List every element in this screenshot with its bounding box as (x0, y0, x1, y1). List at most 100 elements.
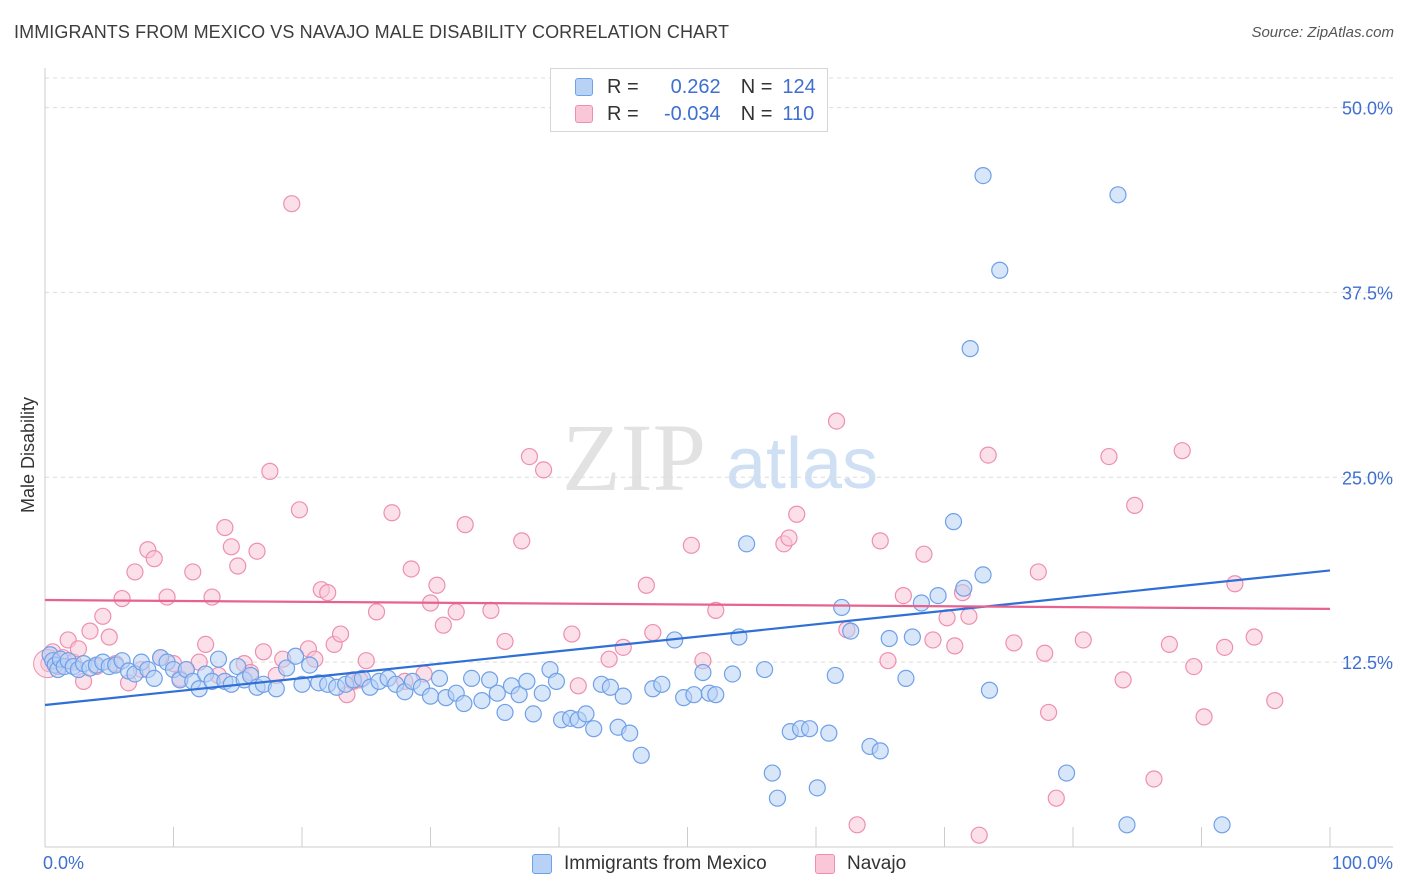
legend-r-value: -0.034 (663, 102, 721, 125)
mexico-point (694, 663, 712, 682)
mexico-point (974, 167, 992, 185)
navajo-point (229, 557, 247, 575)
navajo-point (924, 631, 942, 649)
bottom-legend-mexico: Immigrants from Mexico (532, 852, 767, 876)
mexico-point (842, 622, 860, 640)
legend-r-value: 0.262 (670, 75, 721, 98)
navajo-point (319, 584, 337, 602)
legend-row-mexico: R = 0.262 N = 124 (575, 75, 816, 99)
navajo-point (970, 826, 988, 844)
navajo-point (248, 542, 266, 560)
axes (44, 68, 1393, 848)
mexico-point (621, 724, 639, 742)
navajo-point (1039, 703, 1058, 722)
mexico-point (820, 724, 838, 742)
navajo-point (1100, 447, 1118, 466)
mexico-point (632, 746, 650, 764)
mexico-point (524, 705, 542, 723)
tick-labels: 12.5% 25.0% 37.5% 50.0% 0.0% 100.0% (43, 99, 1393, 873)
mexico-point (653, 675, 671, 693)
legend-n-label: N = (740, 102, 773, 125)
mexico-point (518, 672, 536, 690)
navajo-point (447, 603, 465, 621)
mexico-point (871, 742, 889, 760)
mexico-point (833, 598, 851, 617)
navajo-point (682, 536, 700, 554)
navajo-point (644, 623, 662, 642)
mexico-point (1057, 764, 1076, 782)
watermark-zip: ZIP (562, 404, 706, 511)
mexico-point (755, 660, 774, 679)
navajo-point (126, 563, 144, 581)
navajo-point (402, 560, 420, 578)
navajo-point (1185, 657, 1203, 676)
trend-lines (44, 569, 1331, 707)
x-tick-label: 0.0% (43, 853, 84, 873)
mexico-point (496, 703, 514, 722)
mexico-point (510, 686, 528, 704)
mexico-point (293, 675, 311, 693)
mexico-point (1213, 816, 1231, 834)
mexico-point (808, 779, 826, 797)
mexico-point (585, 720, 603, 738)
legend-r-label: R = (607, 75, 639, 98)
mexico-point (880, 629, 898, 648)
navajo-point (1047, 789, 1065, 807)
mexico-point (763, 764, 781, 782)
navajo-point (357, 652, 375, 670)
navajo-point (1005, 634, 1023, 652)
mexico-point (286, 647, 305, 665)
navajo-point (197, 635, 215, 653)
navajo-point (894, 586, 912, 605)
navajo-point (283, 195, 301, 213)
mexico-point (707, 686, 725, 704)
mexico-point (267, 680, 285, 698)
navajo-trend-line (44, 598, 1331, 611)
navajo-point (254, 643, 273, 661)
mexico-point (481, 671, 499, 689)
navajo-point (1195, 708, 1213, 726)
navajo-point (222, 538, 240, 556)
mexico-point (463, 669, 481, 688)
mexico-point (955, 579, 973, 597)
x-tick-label: 100.0% (1332, 853, 1393, 873)
navajo-point (434, 616, 452, 634)
mexico-point (301, 656, 319, 674)
legend-n-value: 124 (782, 75, 816, 98)
navajo-point (979, 446, 997, 464)
y-tick-label: 50.0% (1342, 99, 1393, 119)
mexico-point (209, 650, 228, 668)
navajo-point (456, 516, 474, 534)
navajo-point (1074, 631, 1092, 649)
legend-n-label: N = (740, 75, 773, 98)
navajo-point (94, 607, 112, 625)
mexico-point (421, 687, 440, 705)
navajo-point (827, 412, 846, 430)
navajo-point (848, 816, 866, 834)
mexico-point (1109, 186, 1127, 204)
navajo-point (145, 550, 163, 568)
mexico-point (614, 687, 632, 705)
watermark: ZIP atlas (562, 404, 878, 511)
mexico-point (473, 691, 491, 710)
navajo-point (290, 501, 309, 519)
y-tick-label: 12.5% (1342, 653, 1393, 673)
mexico-point (903, 628, 921, 646)
navajo-point (216, 518, 234, 537)
chart-source: Source: ZipAtlas.com (1251, 24, 1394, 41)
mexico-point (601, 678, 620, 696)
navajo-point (1266, 691, 1284, 710)
navajo-point (1226, 575, 1244, 593)
navajo-point (637, 576, 655, 594)
navajo-point (600, 650, 618, 668)
navajo-point (428, 576, 446, 594)
navajo-point (184, 563, 202, 581)
mexico-trend-line (44, 569, 1331, 707)
mexico-point (277, 659, 296, 677)
bottom-legend-label-mexico: Immigrants from Mexico (564, 853, 767, 874)
navajo-point (946, 637, 964, 655)
navajo-point (614, 638, 632, 656)
navajo-point (1145, 770, 1163, 788)
navajo-point (520, 447, 539, 466)
